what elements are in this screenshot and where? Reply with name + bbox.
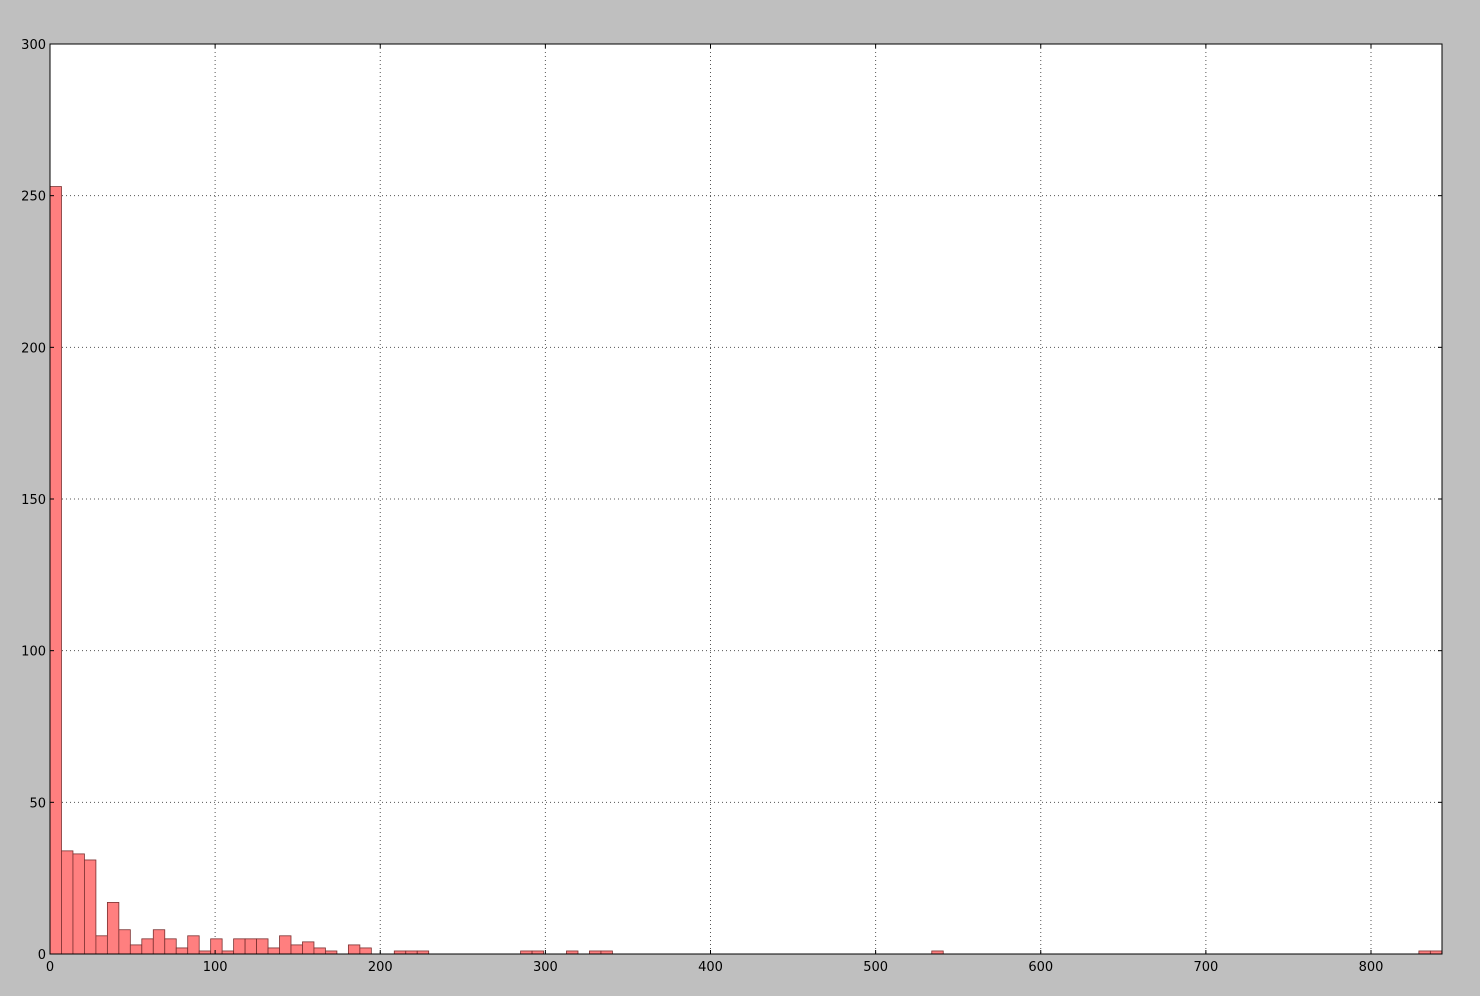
histogram-bar <box>347 944 361 955</box>
histogram-bar <box>118 929 131 955</box>
y-tick-label: 300 <box>21 38 46 53</box>
y-tick-label: 200 <box>21 341 46 356</box>
histogram-bar <box>313 947 326 955</box>
x-tick-label: 800 <box>1359 960 1384 975</box>
y-tick-label: 150 <box>21 493 46 508</box>
x-tick-label: 300 <box>533 960 558 975</box>
histogram-bar <box>106 902 120 955</box>
histogram-bar <box>244 938 257 955</box>
y-tick-label: 100 <box>21 645 46 660</box>
x-tick-label: 600 <box>1028 960 1053 975</box>
y-tick-label: 250 <box>21 190 46 205</box>
histogram-bar <box>187 935 200 955</box>
histogram-bar <box>290 944 303 955</box>
histogram-bar <box>233 938 246 955</box>
histogram-bar <box>175 947 189 955</box>
histogram-bar <box>129 944 143 955</box>
histogram-bar <box>49 186 62 955</box>
x-tick-label: 0 <box>46 960 54 975</box>
histogram-bar <box>359 947 372 955</box>
x-tick-label: 700 <box>1193 960 1218 975</box>
histogram-bar <box>152 929 166 955</box>
histogram-bar <box>267 947 280 955</box>
grid <box>50 44 1442 954</box>
histogram-bar <box>302 941 315 955</box>
histogram-bar <box>72 853 85 955</box>
y-tick-label: 0 <box>38 948 46 963</box>
histogram-bar <box>84 859 97 955</box>
histogram-bar <box>61 850 74 955</box>
histogram-bar <box>95 935 108 955</box>
x-tick-label: 400 <box>698 960 723 975</box>
x-tick-label: 500 <box>863 960 888 975</box>
x-tick-label: 200 <box>368 960 393 975</box>
histogram-bar <box>256 938 269 955</box>
histogram-bar <box>279 935 292 955</box>
histogram-bar <box>210 938 223 955</box>
y-tick-label: 50 <box>29 796 46 811</box>
ticks: 0 100 200 300 400 500 600 700 800 0 50 100 150 200 250… <box>21 38 1442 975</box>
histogram-bar <box>141 938 154 955</box>
histogram-bar <box>164 938 177 955</box>
x-tick-label: 100 <box>203 960 228 975</box>
